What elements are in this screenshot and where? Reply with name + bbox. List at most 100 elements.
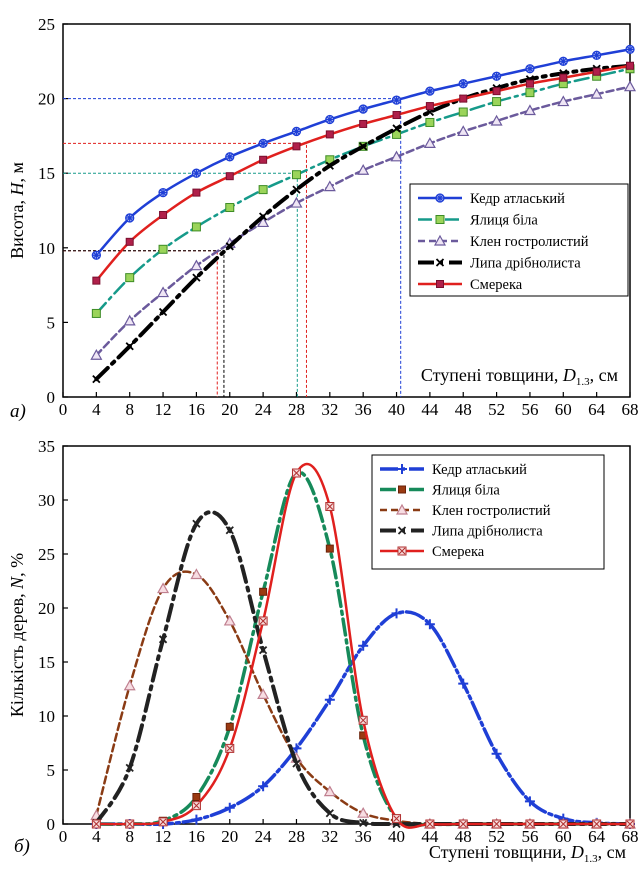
data-point — [458, 107, 468, 117]
data-point — [425, 117, 435, 127]
y-axis-label: Кількість дерев, N, % — [7, 553, 27, 717]
data-point — [392, 124, 401, 133]
x-axis-label-var: D — [570, 842, 584, 862]
data-point-cross — [293, 469, 300, 477]
x-tick-label: 48 — [455, 827, 472, 846]
data-point — [525, 88, 535, 98]
data-point — [125, 237, 134, 246]
legend-entry: Липа дрібнолиста — [432, 524, 543, 540]
x-tick-label: 0 — [59, 827, 68, 846]
y-tick-label: 25 — [38, 545, 55, 564]
legend-entry: Кедр атласький — [432, 462, 527, 478]
x-tick-label: 28 — [288, 400, 305, 419]
data-point — [258, 645, 268, 655]
data-point — [292, 759, 301, 768]
data-point-cross — [593, 820, 601, 828]
y-ticks: 0 5 10 15 20 25 — [38, 15, 68, 407]
data-point-cross — [358, 104, 368, 114]
data-point — [258, 781, 269, 792]
y-tick-label: 0 — [47, 815, 56, 834]
data-point-cross — [426, 820, 434, 828]
x-tick-label: 64 — [588, 827, 606, 846]
data-point-cross — [92, 251, 101, 260]
data-point-cross — [525, 64, 535, 73]
data-point — [125, 273, 135, 283]
x-tick-label: 68 — [622, 827, 639, 846]
data-point — [158, 307, 168, 317]
data-point — [190, 568, 203, 580]
data-point — [123, 679, 136, 691]
y-tick-label: 10 — [38, 707, 55, 726]
x-tick-label: 32 — [321, 400, 338, 419]
data-point-cross — [526, 820, 534, 828]
panel-label: б) — [14, 836, 30, 857]
data-point-cross — [493, 820, 500, 828]
data-point-cross — [292, 127, 301, 136]
legend-marker — [433, 234, 447, 246]
x-tick-label: 36 — [355, 827, 372, 846]
data-point — [291, 743, 302, 754]
data-point — [92, 374, 101, 384]
data-point — [225, 203, 235, 213]
data-point — [157, 286, 170, 298]
data-point — [559, 73, 568, 82]
data-point — [325, 544, 334, 553]
x-tick-label: 24 — [255, 400, 273, 419]
data-point — [258, 212, 268, 221]
data-point — [592, 67, 601, 76]
data-point — [424, 619, 435, 630]
legend-marker — [395, 503, 409, 515]
guide-line — [63, 250, 218, 397]
data-point — [525, 79, 534, 88]
data-point — [390, 150, 403, 162]
x-tick-label: 40 — [388, 827, 405, 846]
data-point — [292, 185, 301, 194]
y-tick-label: 0 — [47, 388, 56, 407]
data-point — [357, 806, 370, 818]
x-tick-label: 52 — [488, 827, 505, 846]
x-tick-label: 0 — [59, 400, 68, 419]
data-point — [623, 80, 637, 92]
data-point-cross — [359, 716, 367, 724]
data-point — [524, 796, 535, 807]
x-axis-label-unit: , см — [590, 365, 618, 385]
data-point-cross — [492, 72, 501, 81]
x-axis-label: Ступені товщини, D1.3, см — [421, 365, 618, 388]
data-point — [458, 678, 469, 689]
data-point — [325, 161, 334, 170]
legend-entry: Смерека — [432, 544, 485, 560]
y-axis-label-var: H — [7, 181, 27, 196]
data-point — [290, 196, 303, 208]
y-axis-label-text: Висота, — [7, 195, 27, 258]
legend-marker — [398, 485, 406, 494]
series-5 — [91, 462, 635, 829]
x-tick-label: 20 — [221, 827, 238, 846]
data-point — [292, 142, 301, 151]
data-point — [626, 61, 634, 70]
chart-height: 0 4 8 12 16 20 24 28 32 36 40 44 48 52 56 60 64 680510152… — [7, 15, 639, 422]
legend-marker — [397, 464, 407, 474]
x-tick-label: 68 — [622, 400, 639, 419]
series-5 — [92, 61, 634, 285]
data-point — [191, 222, 201, 232]
x-tick-label: 32 — [321, 827, 338, 846]
x-tick-label: 24 — [255, 827, 273, 846]
data-point — [492, 87, 501, 96]
data-point — [291, 170, 301, 180]
x-tick-label: 8 — [125, 827, 134, 846]
data-point — [257, 688, 270, 699]
data-point — [125, 342, 134, 351]
y-axis-label-var: N — [7, 576, 27, 590]
x-ticks: 0 4 8 12 16 20 24 28 32 36 40 44 48 52 56 60 64 68 — [59, 392, 639, 419]
data-point-cross — [125, 213, 134, 223]
x-axis-label-sub: 1.3 — [576, 376, 590, 388]
legend: Кедр атласький Ялиця біла Клен гостролисти… — [371, 454, 605, 570]
data-point — [257, 216, 270, 228]
series-1 — [91, 44, 635, 260]
data-point — [357, 163, 370, 175]
series-line — [95, 570, 632, 826]
data-point-cross — [559, 820, 567, 828]
legend-marker-cross — [435, 193, 445, 203]
data-point-cross — [92, 820, 100, 828]
